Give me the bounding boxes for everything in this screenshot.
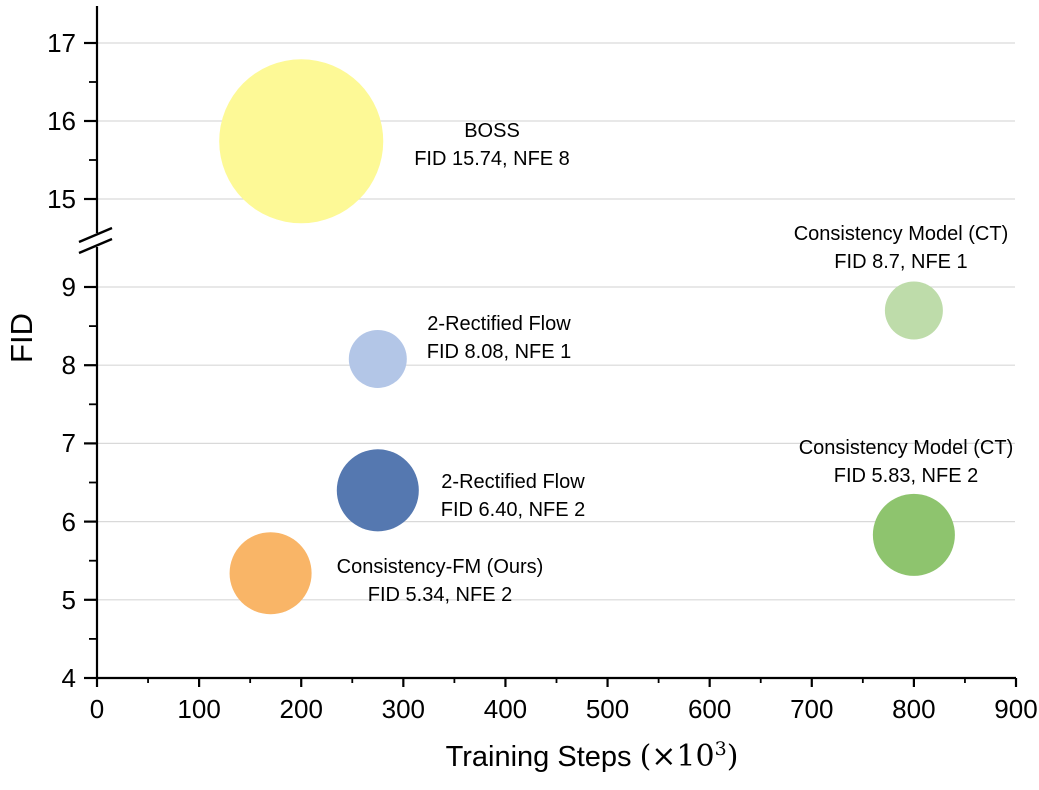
x-tick-label-300: 300 xyxy=(381,694,426,724)
point-label-line: FID 5.83, NFE 2 xyxy=(833,465,979,487)
x-axis-title: Training Steps (×103) xyxy=(446,739,739,774)
bubble-boss xyxy=(219,59,384,224)
point-label-consistency-fm-ours: Consistency-FM (Ours) FID 5.34, NFE 2 xyxy=(337,553,544,609)
y-tick-label-15: 15 xyxy=(47,184,76,214)
bubble-consistency-fm-ours xyxy=(229,532,312,615)
y-tick-label-9: 9 xyxy=(61,272,76,302)
point-label-line: Consistency-FM (Ours) xyxy=(336,556,544,578)
point-label-rectified-flow-nfe1: 2-Rectified Flow FID 8.08, NFE 1 xyxy=(427,310,572,366)
x-axis-title-math-exponent: 3 xyxy=(714,738,727,760)
axis-break-icon xyxy=(78,226,113,244)
y-tick-label-8: 8 xyxy=(61,350,76,381)
point-label-line: 2-Rectified Flow xyxy=(427,313,571,335)
point-label-line: Consistency Model (CT) xyxy=(798,437,1014,459)
point-label-consistency-model-ct-nfe1: Consistency Model (CT) FID 8.7, NFE 1 xyxy=(794,220,1009,276)
y-tick-label-4: 4 xyxy=(61,663,76,693)
point-label-line: BOSS xyxy=(464,120,520,142)
y-axis-title: FID xyxy=(4,313,39,363)
point-label-line: FID 6.40, NFE 2 xyxy=(440,499,586,521)
y-tick-label-6: 6 xyxy=(61,506,76,537)
x-tick-label-0: 0 xyxy=(89,694,105,724)
point-label-rectified-flow-nfe2: 2-Rectified Flow FID 6.40, NFE 2 xyxy=(441,468,586,524)
y-tick-label-5: 5 xyxy=(61,584,76,615)
point-label-line: FID 8.08, NFE 1 xyxy=(426,341,572,363)
x-tick-label-700: 700 xyxy=(790,694,834,724)
point-label-line: FID 5.34, NFE 2 xyxy=(367,584,513,606)
bubble-consistency-model-ct-nfe2 xyxy=(872,493,955,576)
x-tick-label-900: 900 xyxy=(994,694,1038,724)
point-label-boss: BOSS FID 15.74, NFE 8 xyxy=(414,117,570,173)
x-tick-label-600: 600 xyxy=(687,694,732,724)
point-label-line: FID 15.74, NFE 8 xyxy=(414,148,570,170)
x-axis-title-math-base: ×10 xyxy=(651,739,715,774)
x-tick-label-800: 800 xyxy=(892,694,936,724)
axis-break-icon xyxy=(78,237,113,255)
point-label-consistency-model-ct-nfe2: Consistency Model (CT) FID 5.83, NFE 2 xyxy=(799,434,1014,490)
bubble-consistency-model-ct-nfe1 xyxy=(884,281,943,340)
point-label-line: FID 8.7, NFE 1 xyxy=(834,251,968,273)
x-axis-title-math-close: ) xyxy=(726,739,739,774)
x-tick-label-100: 100 xyxy=(177,694,221,724)
x-tick-label-200: 200 xyxy=(279,694,323,724)
x-tick-label-500: 500 xyxy=(585,694,630,724)
x-tick-label-400: 400 xyxy=(483,694,528,724)
x-axis-title-math-open: ( xyxy=(639,739,652,774)
y-tick-label-16: 16 xyxy=(47,106,76,136)
x-axis-title-math: (×103) xyxy=(640,739,739,774)
point-label-line: Consistency Model (CT) xyxy=(793,223,1009,245)
bubble-rectified-flow-nfe1 xyxy=(348,329,407,388)
bubble-rectified-flow-nfe2 xyxy=(336,449,419,532)
x-axis-title-text: Training Steps xyxy=(445,741,640,773)
y-tick-label-17: 17 xyxy=(47,28,76,58)
point-label-line: 2-Rectified Flow xyxy=(441,471,585,493)
y-tick-label-7: 7 xyxy=(61,428,76,459)
